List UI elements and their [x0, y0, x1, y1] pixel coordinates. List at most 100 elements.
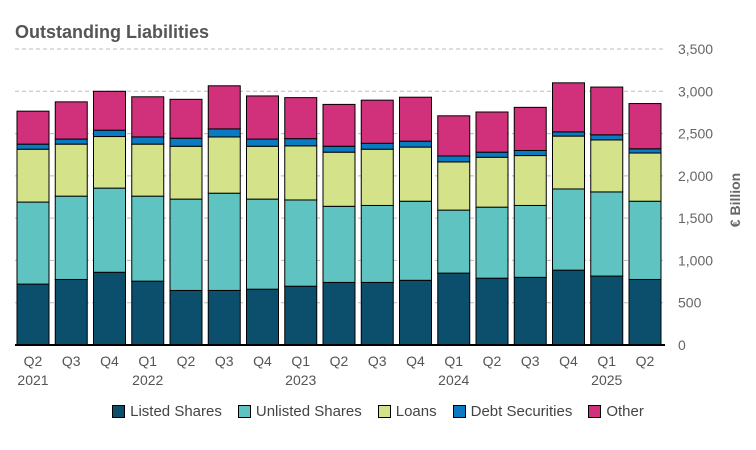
legend-swatch	[237, 405, 251, 418]
y-axis-label: € Billion	[727, 173, 743, 227]
bar-segment	[131, 280, 165, 346]
bar-segment	[590, 134, 624, 141]
bar-segment	[16, 110, 50, 145]
legend-swatch	[452, 405, 466, 418]
bar-segment	[399, 200, 432, 281]
x-tick-label: Q3	[368, 353, 387, 369]
bar-segment	[246, 198, 279, 290]
x-tick-year-label: 2023	[285, 372, 316, 388]
bar-segment	[399, 279, 432, 346]
x-tick-year-label: 2025	[591, 372, 622, 388]
bar-segment	[322, 281, 356, 346]
bar-segment	[552, 269, 585, 346]
bar-segment	[590, 86, 624, 136]
y-tick-label: 3,000	[678, 83, 713, 99]
bar-segment	[513, 149, 547, 157]
bar-segment	[93, 90, 126, 131]
x-tick-label: Q4	[406, 353, 425, 369]
bar-segment	[54, 195, 88, 280]
bar-segment	[54, 101, 88, 140]
bar-segment	[475, 111, 509, 153]
y-tick-label: 0	[678, 337, 686, 353]
legend-label: Loans	[395, 403, 437, 420]
bar-segment	[513, 106, 547, 151]
legend-label: Debt Securities	[470, 403, 573, 420]
bar-segment	[284, 285, 318, 346]
bar-segment	[54, 143, 88, 197]
bar-segment	[628, 200, 662, 280]
bar-segment	[54, 138, 88, 145]
bar-segment	[628, 148, 662, 154]
bar-segment	[207, 85, 241, 130]
bar-segment	[246, 95, 279, 140]
bar-segment	[590, 191, 624, 277]
bar-segment	[284, 97, 318, 140]
bar-segment	[552, 82, 585, 133]
bar-segment	[475, 206, 509, 279]
y-tick-label: 500	[678, 295, 702, 311]
bar-segment	[284, 145, 318, 201]
bar-segment	[246, 145, 279, 200]
x-tick-label: Q1	[444, 353, 463, 369]
bar-segment	[322, 103, 356, 147]
y-tick-label: 1,500	[678, 210, 713, 226]
bar-segment	[93, 187, 126, 273]
legend-item: Loans	[377, 403, 437, 420]
bar-segment	[169, 198, 203, 291]
x-tick-label: Q2	[330, 353, 349, 369]
bar-segment	[399, 140, 432, 148]
bar-segment	[475, 277, 509, 346]
bar-segment	[552, 131, 585, 137]
bar-segment	[360, 99, 394, 144]
bar-segment	[131, 96, 165, 138]
bar-segment	[437, 209, 471, 274]
bar-segment	[284, 199, 318, 287]
stacked-bar-chart: 0 500 1,000 1,500 2,000 2,500 3,000 3,500 Q2 2021…	[15, 41, 743, 388]
x-tick-year-label: 2024	[438, 372, 469, 388]
bar-segment	[93, 271, 126, 346]
bar-segment	[360, 148, 394, 206]
bar-segment	[169, 289, 203, 346]
x-tick-label: Q2	[177, 353, 196, 369]
x-tick-label: Q4	[100, 353, 119, 369]
bar-segment	[169, 137, 203, 147]
bar-segment	[131, 136, 165, 145]
legend: Listed Shares Unlisted Shares Loans Debt Se…	[0, 403, 756, 420]
legend-item: Debt Securities	[452, 403, 573, 420]
bar-segment	[513, 204, 547, 278]
bar-segment	[54, 278, 88, 346]
y-tick-label: 1,000	[678, 252, 713, 268]
bar-segment	[360, 204, 394, 283]
bar-segment	[16, 201, 50, 285]
bar-segment	[399, 146, 432, 202]
legend-label: Other	[606, 403, 644, 420]
bar-segment	[590, 139, 624, 193]
bar-segment	[169, 145, 203, 200]
x-tick-label: Q3	[521, 353, 540, 369]
bar-segment	[552, 188, 585, 271]
bar-segment	[590, 275, 624, 346]
legend-swatch	[588, 405, 602, 418]
bar-segment	[16, 283, 50, 346]
chart-title: Outstanding Liabilities	[15, 22, 210, 42]
bar-segment	[628, 278, 662, 346]
bar-segment	[628, 103, 662, 150]
legend-item: Other	[588, 403, 644, 420]
x-tick-label: Q1	[291, 353, 310, 369]
bar-segment	[16, 143, 50, 150]
bar-segment	[399, 96, 432, 142]
x-tick-label: Q3	[62, 353, 81, 369]
bar-segment	[169, 98, 203, 139]
legend-label: Unlisted Shares	[255, 403, 362, 420]
bar-segment	[93, 136, 126, 189]
bar-segment	[207, 128, 241, 138]
x-tick-label: Q4	[253, 353, 272, 369]
x-tick-label: Q4	[559, 353, 578, 369]
x-tick-label: Q2	[636, 353, 655, 369]
legend-label: Listed Shares	[130, 403, 222, 420]
y-tick-label: 2,500	[678, 126, 713, 142]
bar-segment	[131, 143, 165, 197]
bar-segment	[360, 142, 394, 150]
bar-segment	[322, 151, 356, 207]
